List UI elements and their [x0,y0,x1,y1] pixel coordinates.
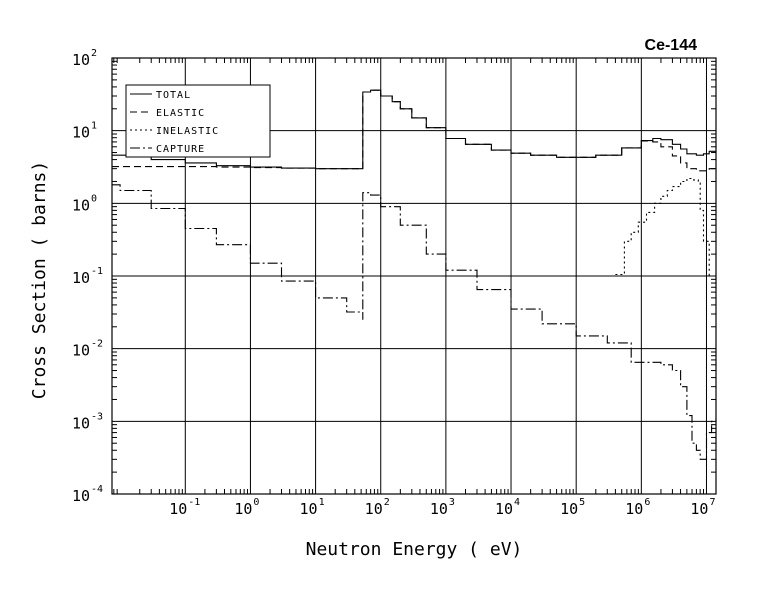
x-tick-exponent: 2 [384,497,390,508]
y-tick-label: 10 [72,124,90,142]
grid-layer [112,58,716,494]
legend-label-total: TOTAL [156,90,191,101]
x-tick-exponent: 0 [253,497,259,508]
y-tick-exponent: 2 [91,48,97,59]
legend-label-inelastic: INELASTIC [156,126,219,137]
legend: TOTAL ELASTIC INELASTIC CAPTURE [125,84,271,158]
y-tick-exponent: -3 [91,411,103,422]
y-tick-exponent: -2 [91,339,103,350]
x-tick-label: 10 [365,500,383,518]
x-tick-exponent: 6 [644,497,650,508]
x-tick-exponent: 3 [449,497,455,508]
x-tick-label: 10 [300,500,318,518]
y-tick-label: 10 [72,269,90,287]
legend-label-elastic: ELASTIC [156,108,205,119]
series-line-inelastic [615,177,717,293]
y-axis-title: Cross Section ( barns) [29,161,50,399]
series-layer [112,89,717,460]
x-axis-title: Neutron Energy ( eV) [306,539,523,560]
y-tick-label: 10 [72,414,90,432]
y-tick-label: 10 [72,196,90,214]
y-tick-label: 10 [72,342,90,360]
y-tick-label: 10 [72,51,90,69]
legend-label-capture: CAPTURE [156,144,205,155]
x-tick-exponent: 1 [319,497,325,508]
y-tick-label: 10 [72,487,90,505]
x-tick-exponent: 4 [514,497,520,508]
x-tick-label: 10 [495,500,513,518]
x-tick-label: 10 [169,500,187,518]
x-tick-label: 10 [234,500,252,518]
x-tick-exponent: -1 [188,497,200,508]
legend-box [125,84,271,158]
tick-layer: 10 -1 10 0 10 1 10 2 10 3 10 4 10 5 10 6 10 710 210 110 010-… [72,48,716,518]
plot-frame [111,57,717,495]
series-line-capture [112,184,717,460]
y-tick-exponent: 1 [91,121,97,132]
series-line-elastic [112,89,717,172]
x-tick-exponent: 7 [709,497,715,508]
x-tick-exponent: 5 [579,497,585,508]
x-tick-label: 10 [430,500,448,518]
chart-title: Ce-144 [645,37,698,54]
y-tick-exponent: 0 [91,193,97,204]
x-tick-label: 10 [690,500,708,518]
y-tick-exponent: -1 [91,266,103,277]
x-tick-label: 10 [625,500,643,518]
x-tick-label: 10 [560,500,578,518]
y-tick-exponent: -4 [91,484,103,495]
